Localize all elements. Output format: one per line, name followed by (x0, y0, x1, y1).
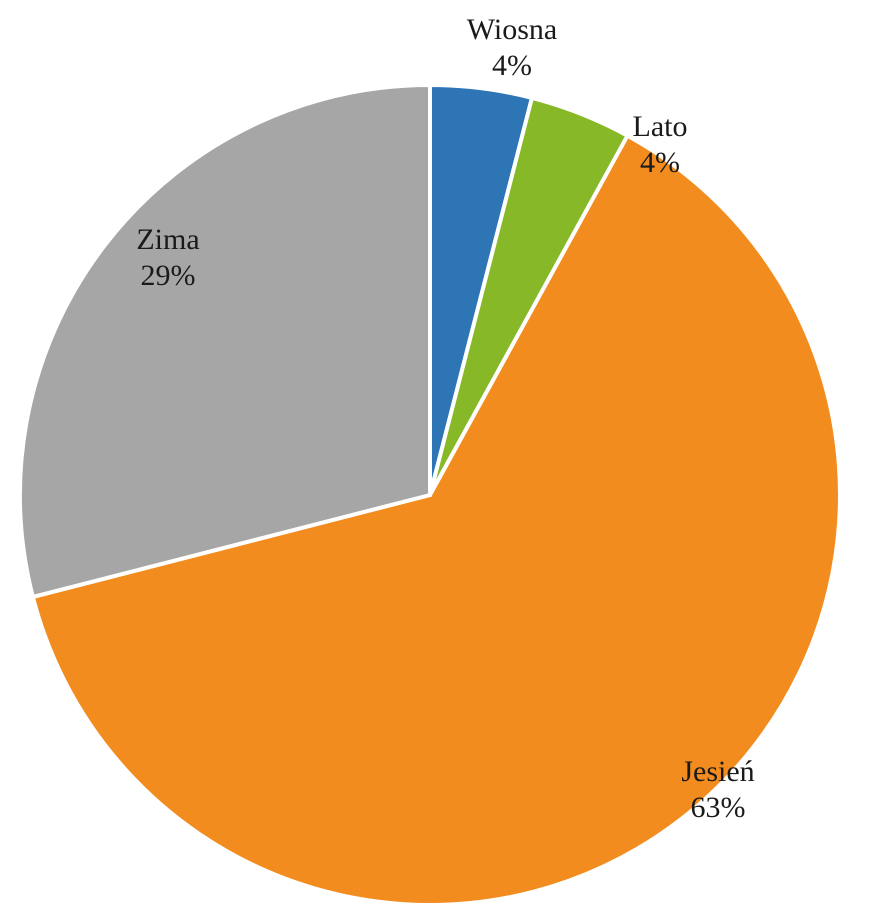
slice-percent: 4% (467, 48, 557, 84)
pie-slice-label: Jesień63% (681, 754, 754, 826)
slice-percent: 63% (681, 790, 754, 826)
pie-svg (0, 0, 888, 920)
pie-slice-label: Zima29% (136, 222, 199, 294)
slice-percent: 29% (136, 258, 199, 294)
slice-name: Wiosna (467, 12, 557, 48)
slice-name: Lato (633, 109, 688, 145)
slice-name: Zima (136, 222, 199, 258)
pie-chart: Wiosna4%Lato4%Jesień63%Zima29% (0, 0, 888, 920)
slice-name: Jesień (681, 754, 754, 790)
pie-slice-label: Lato4% (633, 109, 688, 181)
pie-slice-label: Wiosna4% (467, 12, 557, 84)
slice-percent: 4% (633, 145, 688, 181)
